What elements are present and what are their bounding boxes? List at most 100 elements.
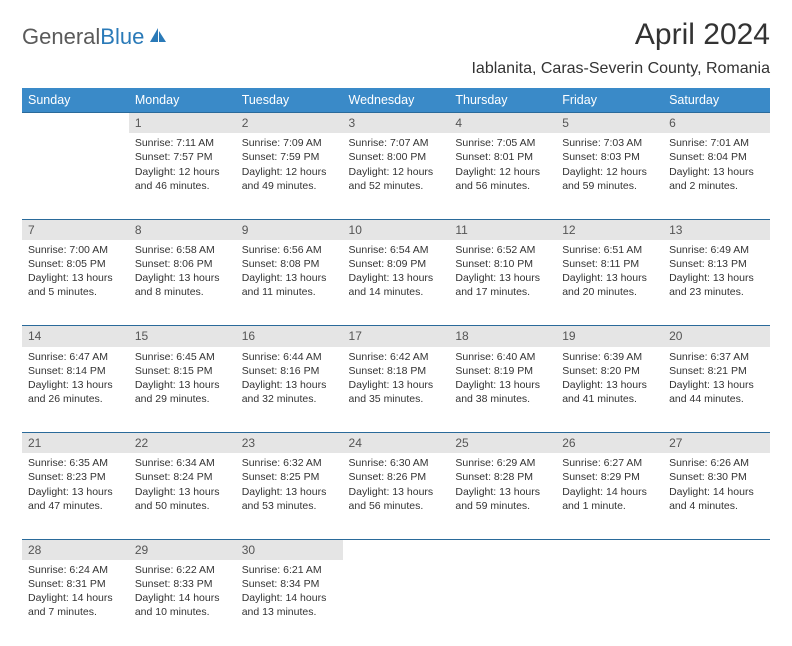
day-d2: and 29 minutes. <box>135 392 230 406</box>
day-number: 26 <box>556 433 663 454</box>
day-sunrise: Sunrise: 6:30 AM <box>349 456 444 470</box>
logo-text-general: General <box>22 24 100 50</box>
day-number: 6 <box>663 113 770 134</box>
day-d2: and 32 minutes. <box>242 392 337 406</box>
day-number: 30 <box>236 539 343 560</box>
day-d2: and 35 minutes. <box>349 392 444 406</box>
day-number: 5 <box>556 113 663 134</box>
day-sunrise: Sunrise: 6:24 AM <box>28 563 123 577</box>
day-sunset: Sunset: 8:09 PM <box>349 257 444 271</box>
day-cell: Sunrise: 6:56 AMSunset: 8:08 PMDaylight:… <box>236 240 343 326</box>
day-sunset: Sunset: 8:29 PM <box>562 470 657 484</box>
day-d1: Daylight: 13 hours <box>349 378 444 392</box>
day-d2: and 44 minutes. <box>669 392 764 406</box>
day-sunrise: Sunrise: 7:11 AM <box>135 136 230 150</box>
day-cell: Sunrise: 6:52 AMSunset: 8:10 PMDaylight:… <box>449 240 556 326</box>
day-header: Monday <box>129 88 236 113</box>
day-sunrise: Sunrise: 7:07 AM <box>349 136 444 150</box>
day-d1: Daylight: 13 hours <box>28 485 123 499</box>
day-number: 23 <box>236 433 343 454</box>
day-sunrise: Sunrise: 6:51 AM <box>562 243 657 257</box>
day-number: 7 <box>22 219 129 240</box>
day-number: 24 <box>343 433 450 454</box>
day-sunset: Sunset: 8:33 PM <box>135 577 230 591</box>
day-sunrise: Sunrise: 6:21 AM <box>242 563 337 577</box>
day-cell: Sunrise: 7:11 AMSunset: 7:57 PMDaylight:… <box>129 133 236 219</box>
day-sunrise: Sunrise: 7:01 AM <box>669 136 764 150</box>
day-sunset: Sunset: 8:28 PM <box>455 470 550 484</box>
day-d2: and 13 minutes. <box>242 605 337 619</box>
day-cell: Sunrise: 6:21 AMSunset: 8:34 PMDaylight:… <box>236 560 343 646</box>
title-block: April 2024 Iablanita, Caras-Severin Coun… <box>471 18 770 78</box>
day-number-row: 14151617181920 <box>22 326 770 347</box>
day-d1: Daylight: 13 hours <box>455 271 550 285</box>
day-number: 25 <box>449 433 556 454</box>
day-d2: and 2 minutes. <box>669 179 764 193</box>
day-number: 17 <box>343 326 450 347</box>
day-cell: Sunrise: 6:29 AMSunset: 8:28 PMDaylight:… <box>449 453 556 539</box>
day-d1: Daylight: 13 hours <box>242 485 337 499</box>
day-sunrise: Sunrise: 6:42 AM <box>349 350 444 364</box>
day-sunrise: Sunrise: 6:37 AM <box>669 350 764 364</box>
day-sunset: Sunset: 7:57 PM <box>135 150 230 164</box>
day-sunrise: Sunrise: 6:34 AM <box>135 456 230 470</box>
day-cell: Sunrise: 6:24 AMSunset: 8:31 PMDaylight:… <box>22 560 129 646</box>
day-number: 22 <box>129 433 236 454</box>
day-sunset: Sunset: 8:04 PM <box>669 150 764 164</box>
day-sunset: Sunset: 8:23 PM <box>28 470 123 484</box>
day-sunset: Sunset: 8:16 PM <box>242 364 337 378</box>
day-sunrise: Sunrise: 6:54 AM <box>349 243 444 257</box>
day-d2: and 23 minutes. <box>669 285 764 299</box>
day-cell: Sunrise: 7:05 AMSunset: 8:01 PMDaylight:… <box>449 133 556 219</box>
day-sunset: Sunset: 8:08 PM <box>242 257 337 271</box>
day-cell: Sunrise: 6:40 AMSunset: 8:19 PMDaylight:… <box>449 347 556 433</box>
day-sunset: Sunset: 8:06 PM <box>135 257 230 271</box>
day-sunrise: Sunrise: 6:32 AM <box>242 456 337 470</box>
day-d1: Daylight: 13 hours <box>135 271 230 285</box>
day-cell: Sunrise: 6:58 AMSunset: 8:06 PMDaylight:… <box>129 240 236 326</box>
day-number <box>556 539 663 560</box>
day-content-row: Sunrise: 6:47 AMSunset: 8:14 PMDaylight:… <box>22 347 770 433</box>
day-number: 20 <box>663 326 770 347</box>
calendar-table: SundayMondayTuesdayWednesdayThursdayFrid… <box>22 88 770 646</box>
day-header: Tuesday <box>236 88 343 113</box>
day-cell <box>663 560 770 646</box>
day-cell: Sunrise: 6:37 AMSunset: 8:21 PMDaylight:… <box>663 347 770 433</box>
day-sunset: Sunset: 8:13 PM <box>669 257 764 271</box>
day-number <box>343 539 450 560</box>
day-number: 8 <box>129 219 236 240</box>
day-cell: Sunrise: 6:54 AMSunset: 8:09 PMDaylight:… <box>343 240 450 326</box>
day-cell: Sunrise: 7:00 AMSunset: 8:05 PMDaylight:… <box>22 240 129 326</box>
day-d1: Daylight: 13 hours <box>242 378 337 392</box>
day-d2: and 11 minutes. <box>242 285 337 299</box>
logo-sail-icon <box>148 24 168 50</box>
day-number: 21 <box>22 433 129 454</box>
day-header: Friday <box>556 88 663 113</box>
day-cell <box>22 133 129 219</box>
day-sunrise: Sunrise: 6:45 AM <box>135 350 230 364</box>
day-d1: Daylight: 12 hours <box>562 165 657 179</box>
day-cell: Sunrise: 6:22 AMSunset: 8:33 PMDaylight:… <box>129 560 236 646</box>
day-sunset: Sunset: 8:31 PM <box>28 577 123 591</box>
day-cell: Sunrise: 6:32 AMSunset: 8:25 PMDaylight:… <box>236 453 343 539</box>
day-d1: Daylight: 13 hours <box>669 271 764 285</box>
day-sunrise: Sunrise: 7:00 AM <box>28 243 123 257</box>
day-cell: Sunrise: 6:27 AMSunset: 8:29 PMDaylight:… <box>556 453 663 539</box>
day-cell <box>449 560 556 646</box>
day-d1: Daylight: 14 hours <box>28 591 123 605</box>
day-sunrise: Sunrise: 6:47 AM <box>28 350 123 364</box>
day-sunset: Sunset: 8:19 PM <box>455 364 550 378</box>
day-number-row: 78910111213 <box>22 219 770 240</box>
day-sunrise: Sunrise: 6:27 AM <box>562 456 657 470</box>
day-number: 14 <box>22 326 129 347</box>
day-d1: Daylight: 12 hours <box>349 165 444 179</box>
day-number-row: 21222324252627 <box>22 433 770 454</box>
day-cell: Sunrise: 6:51 AMSunset: 8:11 PMDaylight:… <box>556 240 663 326</box>
day-d1: Daylight: 13 hours <box>562 378 657 392</box>
day-cell <box>343 560 450 646</box>
day-cell: Sunrise: 6:34 AMSunset: 8:24 PMDaylight:… <box>129 453 236 539</box>
day-cell: Sunrise: 6:49 AMSunset: 8:13 PMDaylight:… <box>663 240 770 326</box>
day-cell: Sunrise: 7:09 AMSunset: 7:59 PMDaylight:… <box>236 133 343 219</box>
day-number <box>22 113 129 134</box>
day-d1: Daylight: 12 hours <box>135 165 230 179</box>
